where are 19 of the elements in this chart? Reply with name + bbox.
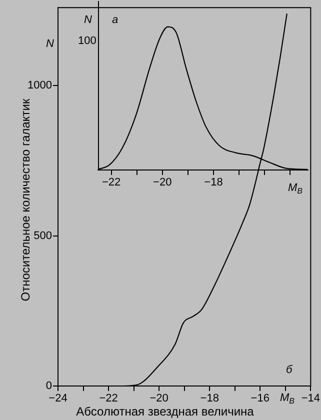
- annotation: б: [286, 364, 293, 376]
- x-tick-label: −16: [250, 392, 270, 405]
- text: N: [46, 38, 54, 50]
- y-tick-label: 1000: [28, 80, 52, 92]
- x-tick-label: −22: [99, 392, 118, 405]
- annotation: 100: [78, 35, 96, 48]
- y-tick-label: 0: [46, 380, 52, 392]
- x-tick-label: −24: [48, 392, 68, 405]
- x-tick-label: −22: [102, 176, 121, 189]
- x-tick-label: −18: [200, 392, 219, 405]
- y-tick-label: 500: [34, 230, 52, 242]
- annotation: a: [112, 14, 118, 26]
- x-tick-label: −20: [150, 392, 168, 405]
- x-tick-label: −14: [301, 392, 320, 405]
- y-axis-title: Относительное количество галактик: [18, 98, 32, 302]
- x-axis-title: Абсолютная звездная величина: [76, 404, 254, 418]
- x-tick-label: −18: [204, 176, 223, 189]
- annotation: N: [84, 14, 92, 26]
- x-tick-label: −20: [153, 176, 172, 189]
